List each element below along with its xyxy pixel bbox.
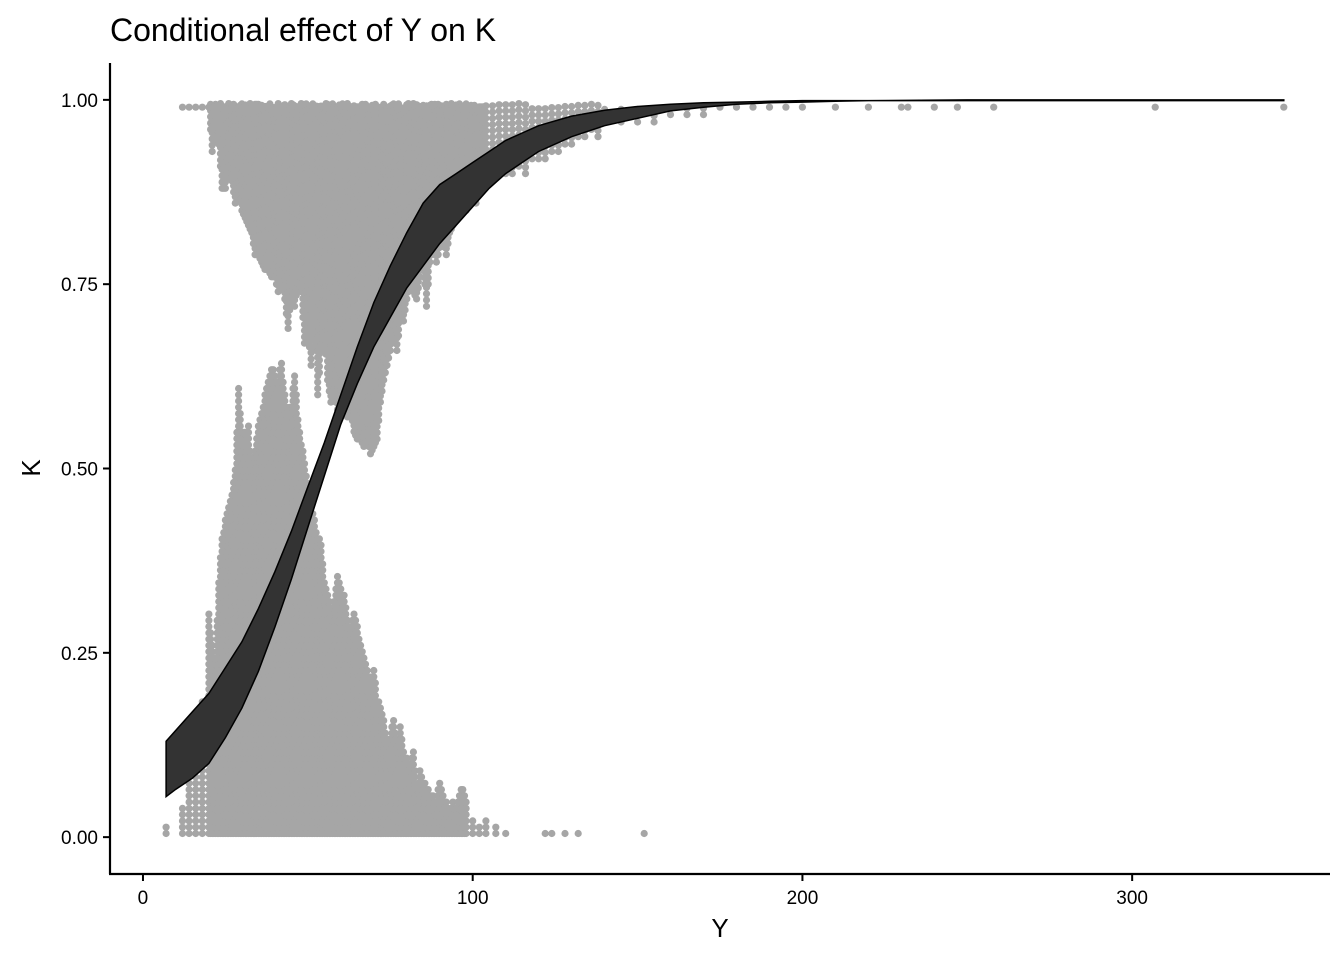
data-point: [314, 391, 322, 399]
data-point: [198, 103, 206, 111]
data-point: [373, 429, 381, 437]
data-point: [380, 376, 388, 384]
chart-title: Conditional effect of Y on K: [110, 12, 496, 48]
data-point: [208, 147, 216, 156]
data-point: [307, 355, 315, 363]
data-point: [314, 378, 322, 386]
data-point: [315, 356, 323, 364]
point-column-k1: [192, 103, 200, 111]
data-point: [221, 184, 229, 192]
data-point: [422, 296, 431, 304]
data-point: [422, 290, 431, 298]
points-layer: [162, 100, 1288, 838]
data-point: [315, 362, 323, 370]
data-point: [393, 340, 401, 348]
data-point: [284, 318, 292, 326]
data-point: [386, 346, 394, 355]
data-point: [284, 324, 292, 332]
data-point: [375, 417, 383, 425]
data-point: [314, 384, 322, 393]
point-column-k1: [198, 103, 206, 111]
point-column-k1: [178, 103, 187, 111]
data-point: [378, 387, 386, 395]
data-point: [432, 258, 440, 266]
data-point: [381, 369, 389, 377]
data-point: [376, 398, 384, 406]
data-point: [291, 302, 299, 310]
data-point: [373, 435, 381, 443]
data-point: [403, 295, 411, 303]
data-point: [413, 295, 421, 303]
data-point: [424, 268, 432, 276]
data-point: [274, 288, 282, 296]
data-point: [424, 274, 432, 282]
data-point: [434, 251, 442, 259]
data-point: [393, 346, 401, 355]
data-point: [178, 103, 187, 111]
data-point: [401, 306, 409, 314]
data-point: [414, 284, 422, 292]
data-point: [394, 332, 403, 340]
data-point: [307, 361, 315, 369]
data-point: [399, 317, 408, 325]
data-point: [424, 280, 432, 288]
data-point: [394, 325, 403, 334]
data-point: [185, 103, 193, 111]
data-point: [385, 354, 393, 362]
data-point: [444, 240, 452, 248]
data-point: [383, 361, 391, 369]
data-point: [422, 302, 431, 310]
data-point: [192, 103, 200, 111]
data-point: [315, 369, 323, 377]
data-point: [442, 251, 450, 259]
data-point: [375, 410, 383, 418]
data-point: [231, 199, 239, 207]
point-column-k1: [185, 103, 193, 111]
